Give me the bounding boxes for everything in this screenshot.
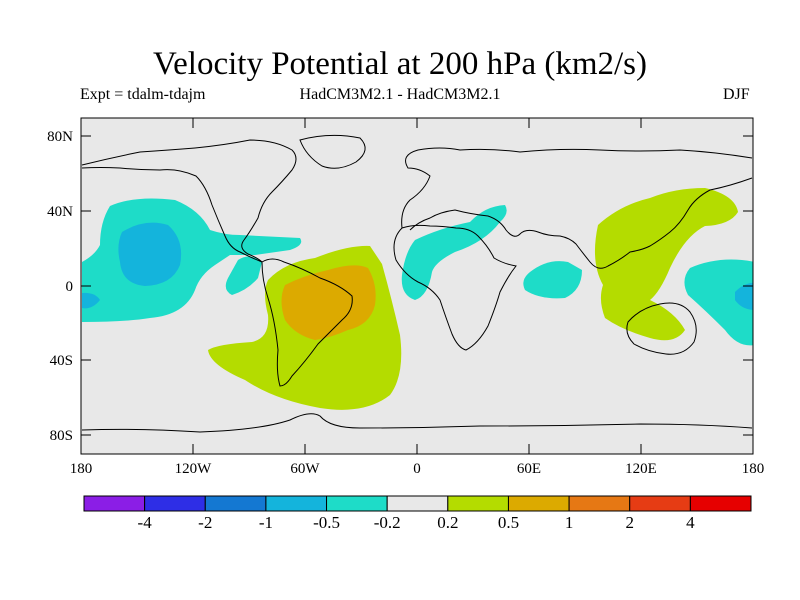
season-label: DJF [723, 86, 750, 103]
colorbar-label: 1 [565, 513, 574, 532]
lon-label-120e: 120E [625, 461, 657, 477]
lat-label-80s: 80S [50, 428, 73, 444]
lon-label-180w: 180 [70, 461, 93, 477]
colorbar-swatch [689, 495, 752, 512]
figure-title: Velocity Potential at 200 hPa (km2/s) [152, 46, 648, 82]
colorbar-label: -0.5 [313, 513, 340, 532]
colorbar-label: 2 [625, 513, 634, 532]
lat-label-40s: 40S [50, 353, 73, 369]
positive-core-regions [281, 265, 376, 340]
lat-label-80n: 80N [47, 129, 73, 145]
model-label: HadCM3M2.1 - HadCM3M2.1 [299, 86, 501, 103]
lon-label-60e: 60E [517, 461, 541, 477]
colorbar [83, 495, 752, 512]
colorbar-swatch [507, 495, 570, 512]
west-pacific-negative [684, 259, 753, 346]
colorbar-swatch [629, 495, 691, 512]
colorbar-swatch [447, 495, 509, 512]
lon-label-60w: 60W [290, 461, 320, 477]
colorbar-swatch [204, 495, 267, 512]
lon-label-0: 0 [413, 461, 421, 477]
africa-arabia-negative [401, 205, 507, 300]
colorbar-labels: -4 -2 -1 -0.5 -0.2 0.2 0.5 1 2 4 [138, 513, 696, 532]
lon-label-120w: 120W [175, 461, 213, 477]
north-america-coast [81, 139, 297, 263]
colorbar-label: -4 [138, 513, 153, 532]
east-edge-negative-core [735, 282, 753, 310]
greenland-coast [299, 134, 366, 169]
antarctica-coast [81, 413, 753, 433]
colorbar-swatch [386, 495, 449, 512]
lat-label-40n: 40N [47, 204, 73, 220]
colorbar-swatch [568, 495, 631, 512]
pacific-negative-core [118, 222, 182, 286]
indian-ocean-negative [523, 261, 582, 299]
colorbar-label: 4 [686, 513, 695, 532]
colorbar-label: 0.2 [437, 513, 458, 532]
colorbar-swatch [265, 495, 328, 512]
experiment-label: Expt = tdalm-tdajm [80, 86, 206, 103]
south-america-coast [261, 258, 353, 387]
colorbar-swatch [144, 495, 206, 512]
colorbar-label: -1 [259, 513, 273, 532]
contour-field [82, 188, 753, 410]
eurasia-coast [401, 147, 753, 269]
africa-coast [393, 224, 517, 351]
longitude-axis [192, 118, 642, 454]
colorbar-swatch [83, 495, 146, 512]
central-america-negative [225, 256, 262, 295]
lon-label-180e: 180 [742, 461, 765, 477]
lat-label-0: 0 [66, 279, 74, 295]
maritime-continent-positive [594, 188, 738, 341]
coastlines [81, 134, 753, 433]
colorbar-label: -0.2 [374, 513, 401, 532]
colorbar-label: -2 [198, 513, 212, 532]
brazil-positive-core [281, 265, 376, 340]
colorbar-swatch [326, 495, 388, 512]
negative-core-regions [82, 222, 753, 310]
colorbar-label: 0.5 [498, 513, 519, 532]
latitude-labels: 80N 40N 0 40S 80S [47, 129, 73, 444]
latitude-axis [81, 135, 753, 436]
australia-coast [626, 302, 697, 355]
west-edge-negative-core [82, 292, 100, 309]
longitude-labels: 180 120W 60W 0 60E 120E 180 [70, 461, 765, 477]
